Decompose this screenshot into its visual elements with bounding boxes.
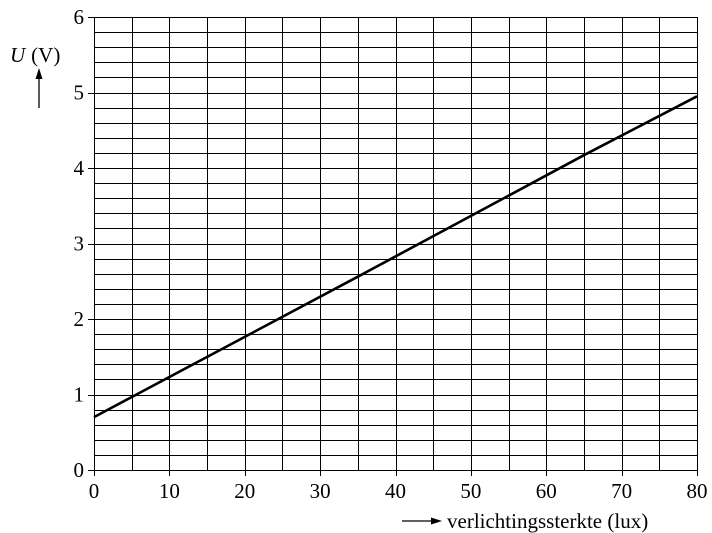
axes: [88, 16, 699, 476]
y-tick-labels: 0 1 2 3 4 5 6: [74, 5, 85, 482]
x-tick-label: 10: [159, 479, 180, 503]
x-tick-label: 80: [687, 479, 708, 503]
x-tick-label: 70: [611, 479, 632, 503]
y-axis-label: U (V): [10, 43, 60, 67]
x-tick-label: 20: [234, 479, 255, 503]
y-tick-label: 4: [74, 156, 85, 180]
series-group: [93, 95, 698, 419]
y-tick-label: 6: [74, 5, 85, 29]
x-tick-label: 30: [310, 479, 331, 503]
y-tick-label: 1: [74, 383, 85, 407]
x-tick-label: 50: [460, 479, 481, 503]
y-tick-label: 3: [74, 232, 85, 256]
x-tick-label: 0: [89, 479, 100, 503]
y-tick-label: 5: [74, 81, 85, 105]
grid: [94, 17, 697, 470]
y-tick-label: 0: [74, 458, 85, 482]
y-tick-label: 2: [74, 307, 85, 331]
y-axis-unit: (V): [31, 43, 60, 67]
x-axis-label: verlichtingssterkte (lux): [447, 509, 648, 533]
y-axis-arrow-icon: [35, 68, 43, 108]
x-tick-label: 40: [385, 479, 406, 503]
y-axis-variable: U: [10, 43, 27, 67]
x-tick-labels: 0 10 20 30 40 50 60 70 80: [89, 479, 708, 503]
series-line: [93, 95, 698, 419]
x-tick-label: 60: [536, 479, 557, 503]
x-axis-arrow-icon: [402, 517, 442, 525]
